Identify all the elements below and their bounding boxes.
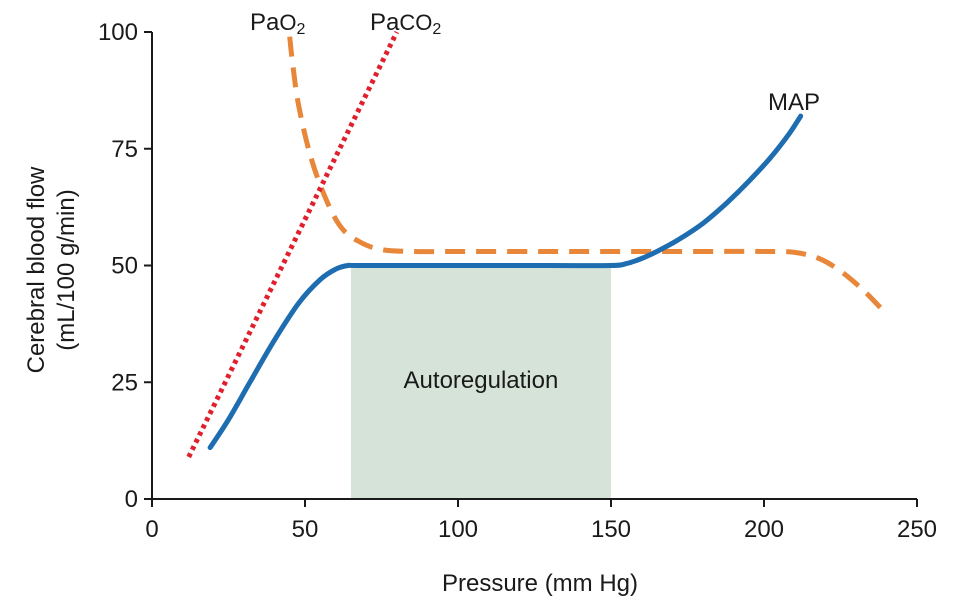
autoregulation-label: Autoregulation: [404, 367, 559, 394]
y-tick-label: 100: [98, 19, 138, 46]
pao2-curve: [287, 36, 883, 310]
map-curve: [207, 113, 804, 451]
series-label-subscript: 2: [432, 21, 441, 38]
series-layer: [186, 30, 883, 459]
paco2-label: PaCO2: [370, 9, 441, 38]
series-label-main: Pa: [370, 9, 400, 36]
y-axis-title-line-2: (mL/100 g/min): [53, 189, 80, 350]
series-label-main: MAP: [768, 89, 820, 116]
autoregulation-region-layer: Autoregulation: [350, 265, 611, 499]
x-tick-label: 200: [744, 516, 784, 543]
y-tick-label: 75: [111, 136, 138, 163]
tick-layer: 0 50 100 150 200 250 0 25 50 75 100: [98, 19, 937, 543]
x-axis-title: Pressure (mm Hg): [442, 570, 638, 597]
series-label-sub: CO: [399, 10, 432, 35]
x-tick-label: 100: [438, 516, 478, 543]
pao2-label: PaO2: [250, 9, 305, 38]
y-tick-label: 25: [111, 369, 138, 396]
x-tick-label: 50: [292, 516, 319, 543]
x-tick-label: 250: [897, 516, 937, 543]
series-label-main: Pa: [250, 9, 280, 36]
y-tick-label: 50: [111, 253, 138, 280]
series-label-sub: O: [279, 10, 296, 35]
x-tick-label: 150: [591, 516, 631, 543]
autoregulation-region: [350, 265, 611, 499]
paco2-line: [186, 30, 400, 459]
y-tick-label: 0: [125, 486, 138, 513]
y-axis-title-line-1: Cerebral blood flow: [23, 166, 50, 373]
y-axis-title: Cerebral blood flow (mL/100 g/min): [23, 166, 80, 373]
map-label: MAP: [768, 89, 820, 116]
series-label-subscript: 2: [296, 21, 305, 38]
x-tick-label: 0: [145, 516, 158, 543]
